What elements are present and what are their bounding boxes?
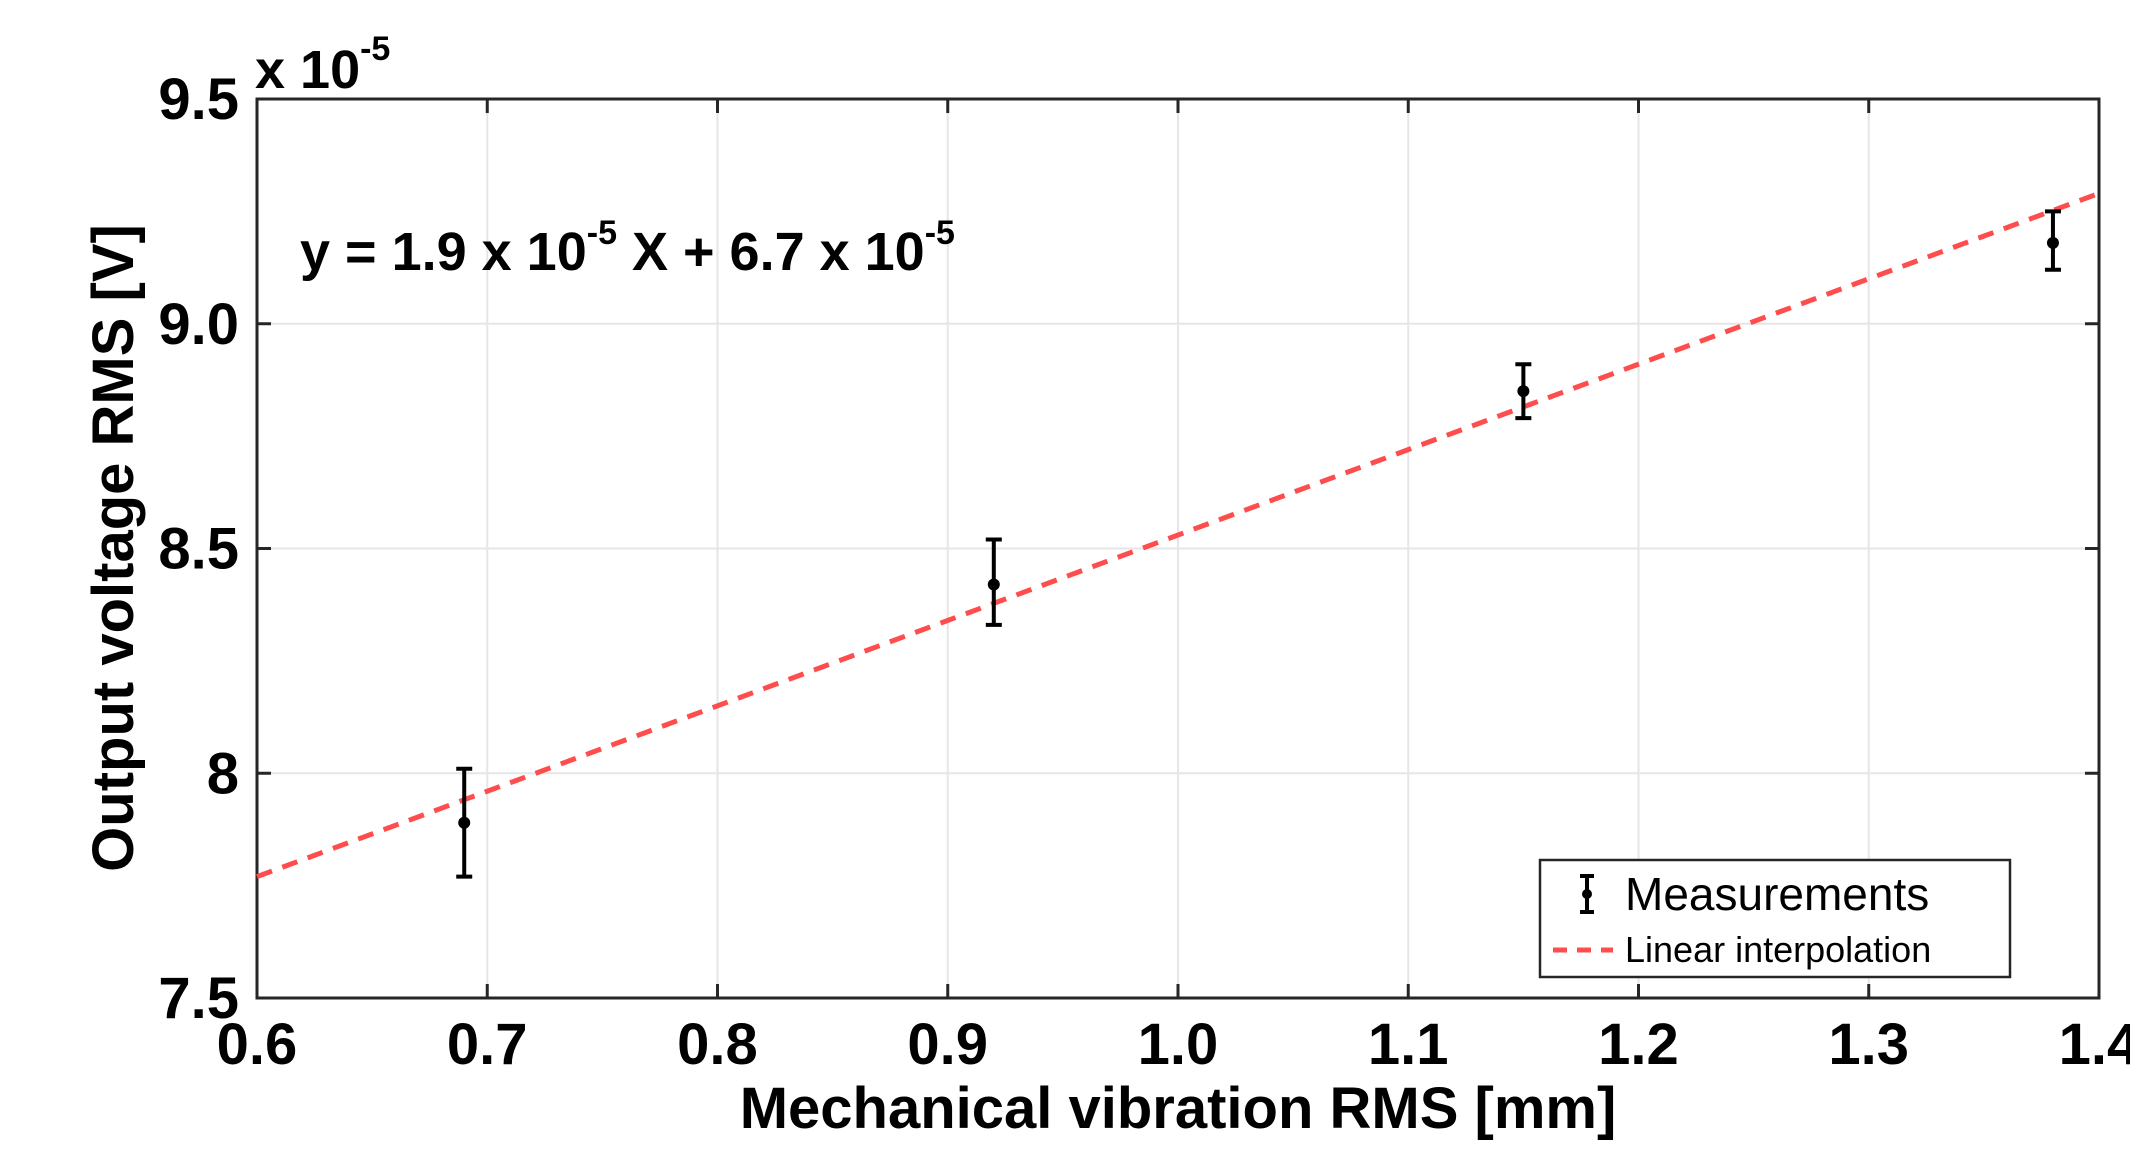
legend-box [1538, 858, 2012, 979]
data-point [456, 766, 473, 879]
legend-marker-measurements [1580, 874, 1594, 914]
legend-label-measurements: Measurements [1625, 868, 1929, 920]
axis-ticks [255, 97, 2101, 1000]
x-axis-label: Mechanical vibration RMS [mm] [740, 1076, 1617, 1141]
legend-label-linear: Linear interpolation [1625, 929, 1931, 970]
y-tick-label: 9.5 [158, 67, 239, 132]
x-tick-label: 1.4 [2059, 1012, 2130, 1077]
fit-equation: y = 1.9 x 10-5 X + 6.7 x 10-5 [300, 214, 955, 282]
x-tick-label: 0.9 [907, 1012, 988, 1077]
measurements-series [456, 209, 2061, 879]
y-tick-label: 8 [207, 741, 239, 806]
x-tick-label: 0.8 [677, 1012, 758, 1077]
grid [257, 99, 2099, 998]
x-tick-label: 1.2 [1598, 1012, 1679, 1077]
point-marker [987, 578, 1000, 591]
point-marker [2046, 236, 2059, 249]
y-tick-label: 8.5 [158, 517, 239, 582]
data-point [2044, 209, 2061, 272]
x-tick-label: 0.6 [217, 1012, 298, 1077]
point-marker [1517, 385, 1530, 398]
x-tick-label: 1.0 [1138, 1012, 1219, 1077]
data-point [985, 537, 1002, 627]
y-tick-labels: 7.5 8 8.5 9.0 9.5 [158, 67, 239, 1031]
y-axis-label: Output voltage RMS [V] [81, 224, 146, 872]
x-tick-labels: 0.6 0.7 0.8 0.9 1.0 1.1 1.2 1.3 1.4 [217, 1012, 2130, 1077]
x-tick-label: 0.7 [447, 1012, 528, 1077]
y-multiplier: x 10-5 [255, 30, 390, 100]
y-tick-label: 7.5 [158, 966, 239, 1031]
legend: Measurements Linear interpolation [1538, 858, 2012, 979]
data-point [1515, 362, 1532, 421]
point-marker [458, 816, 471, 829]
x-tick-label: 1.3 [1828, 1012, 1909, 1077]
x-tick-label: 1.1 [1368, 1012, 1449, 1077]
linear-interpolation-series [256, 191, 2100, 879]
fit-line [256, 191, 2100, 879]
y-tick-label: 9.0 [158, 292, 239, 357]
